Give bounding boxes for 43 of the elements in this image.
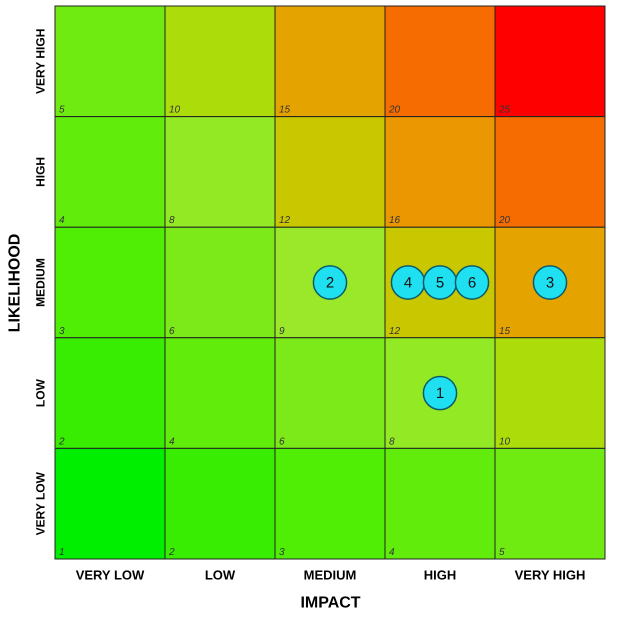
data-label: 8 xyxy=(169,215,175,226)
y-tick-label: MEDIUM xyxy=(34,258,48,307)
x-tick-label: VERY LOW xyxy=(76,568,146,582)
data-label: 5 xyxy=(59,104,65,116)
y-tick-label: VERY LOW xyxy=(34,471,48,536)
data-label: 4 xyxy=(169,436,175,448)
data-label: 8 xyxy=(389,436,395,448)
annotation: 1 xyxy=(436,385,444,402)
data-label: 15 xyxy=(279,104,291,116)
y-tick-label: HIGH xyxy=(34,156,48,187)
annotation: 2 xyxy=(326,274,334,292)
x-tick-label: LOW xyxy=(204,568,236,582)
annotation: 3 xyxy=(546,274,554,292)
data-label: 16 xyxy=(389,215,401,226)
data-label: 2 xyxy=(58,436,65,448)
y-tick-label: VERY HIGH xyxy=(34,28,48,94)
y-axis-title: LIKELIHOOD xyxy=(6,234,24,332)
x-tick-label: MEDIUM xyxy=(304,568,356,582)
data-label: 6 xyxy=(169,326,175,337)
x-tick-label: VERY HIGH xyxy=(514,568,586,582)
data-label: 4 xyxy=(389,547,395,558)
data-label: 6 xyxy=(279,436,285,448)
data-label: 4 xyxy=(59,215,65,226)
data-label: 2 xyxy=(168,547,175,558)
data-label: 20 xyxy=(388,104,401,116)
annotation: 5 xyxy=(436,274,444,292)
annotation: 4 xyxy=(404,274,412,292)
x-axis-title: IMPACT xyxy=(300,594,361,612)
y-tick-label: LOW xyxy=(34,378,48,408)
data-label: 1 xyxy=(59,547,65,558)
data-label: 12 xyxy=(389,326,401,337)
annotation: 6 xyxy=(468,274,476,292)
data-label: 20 xyxy=(498,215,511,226)
data-label: 25 xyxy=(498,104,511,116)
data-label: 5 xyxy=(499,547,505,558)
data-label: 9 xyxy=(279,326,285,337)
data-label: 12 xyxy=(279,215,291,226)
data-label: 10 xyxy=(499,436,511,448)
data-label: 3 xyxy=(59,326,65,337)
x-tick-label: HIGH xyxy=(424,568,456,582)
data-label: 3 xyxy=(279,547,285,558)
data-label: 15 xyxy=(499,326,511,337)
data-label: 10 xyxy=(169,104,181,116)
